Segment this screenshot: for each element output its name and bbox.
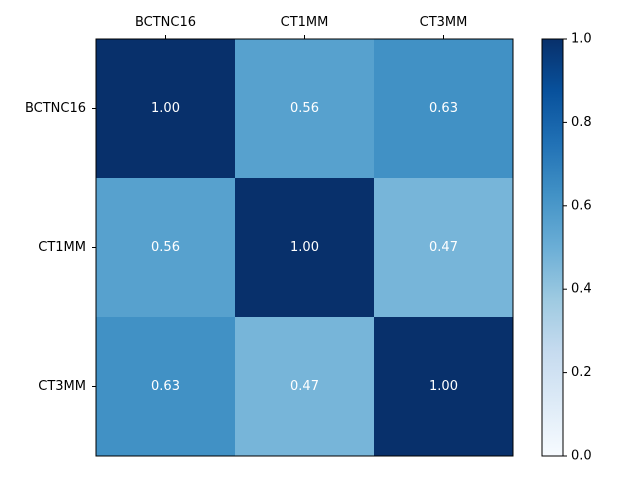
cell-value-label-r1-c1: 1.00 <box>290 240 319 255</box>
colorbar-frame <box>541 38 564 457</box>
colorbar-tick-label-2: 0.4 <box>571 282 592 297</box>
y-axis: BCTNC16 CT1MM CT3MM <box>25 101 96 394</box>
colorbar: 0.0 0.2 0.4 0.6 0.8 1.0 <box>541 32 592 464</box>
colorbar-gradient <box>542 39 563 456</box>
cell-value-label-r0-c0: 1.00 <box>151 101 180 116</box>
heatmap-cell-r1-c0 <box>96 178 236 318</box>
heatmap-cell-r2-c0 <box>96 317 236 457</box>
cell-value-label-r0-c1: 0.56 <box>290 101 319 116</box>
colorbar-tick-label-1: 0.2 <box>571 365 592 380</box>
colorbar-tick-label-4: 0.8 <box>571 115 592 130</box>
colorbar-ticks: 0.0 0.2 0.4 0.6 0.8 1.0 <box>563 32 592 464</box>
heatmap-cell-r0-c2 <box>374 39 514 179</box>
x-tick-label-0: BCTNC16 <box>135 15 196 30</box>
y-tick-label-0: BCTNC16 <box>25 101 86 116</box>
heatmap-cell-labels: 1.00 0.56 0.63 0.56 1.00 0.47 0.63 0.47 1.00 <box>151 101 458 394</box>
cell-value-label-r1-c0: 0.56 <box>151 240 180 255</box>
colorbar-tick-label-0: 0.0 <box>571 449 592 464</box>
heatmap-cell-r0-c0 <box>96 39 236 179</box>
y-tick-label-1: CT1MM <box>38 240 86 255</box>
heatmap-cell-r2-c1 <box>235 317 375 457</box>
cell-value-label-r0-c2: 0.63 <box>429 101 458 116</box>
x-axis-top: BCTNC16 CT1MM CT3MM <box>135 15 467 39</box>
heatmap-cell-r0-c1 <box>235 39 375 179</box>
heatmap-cell-r1-c1 <box>235 178 375 318</box>
heatmap-cell-r1-c2 <box>374 178 514 318</box>
heatmap-cell-r2-c2 <box>374 317 514 457</box>
cell-value-label-r2-c2: 1.00 <box>429 379 458 394</box>
colorbar-tick-label-5: 1.0 <box>571 32 592 47</box>
x-tick-label-1: CT1MM <box>281 15 329 30</box>
x-tick-label-2: CT3MM <box>420 15 468 30</box>
cell-value-label-r2-c1: 0.47 <box>290 379 319 394</box>
heatmap-cells <box>96 39 514 457</box>
cell-value-label-r2-c0: 0.63 <box>151 379 180 394</box>
colorbar-tick-label-3: 0.6 <box>571 198 592 213</box>
y-tick-label-2: CT3MM <box>38 379 86 394</box>
cell-value-label-r1-c2: 0.47 <box>429 240 458 255</box>
